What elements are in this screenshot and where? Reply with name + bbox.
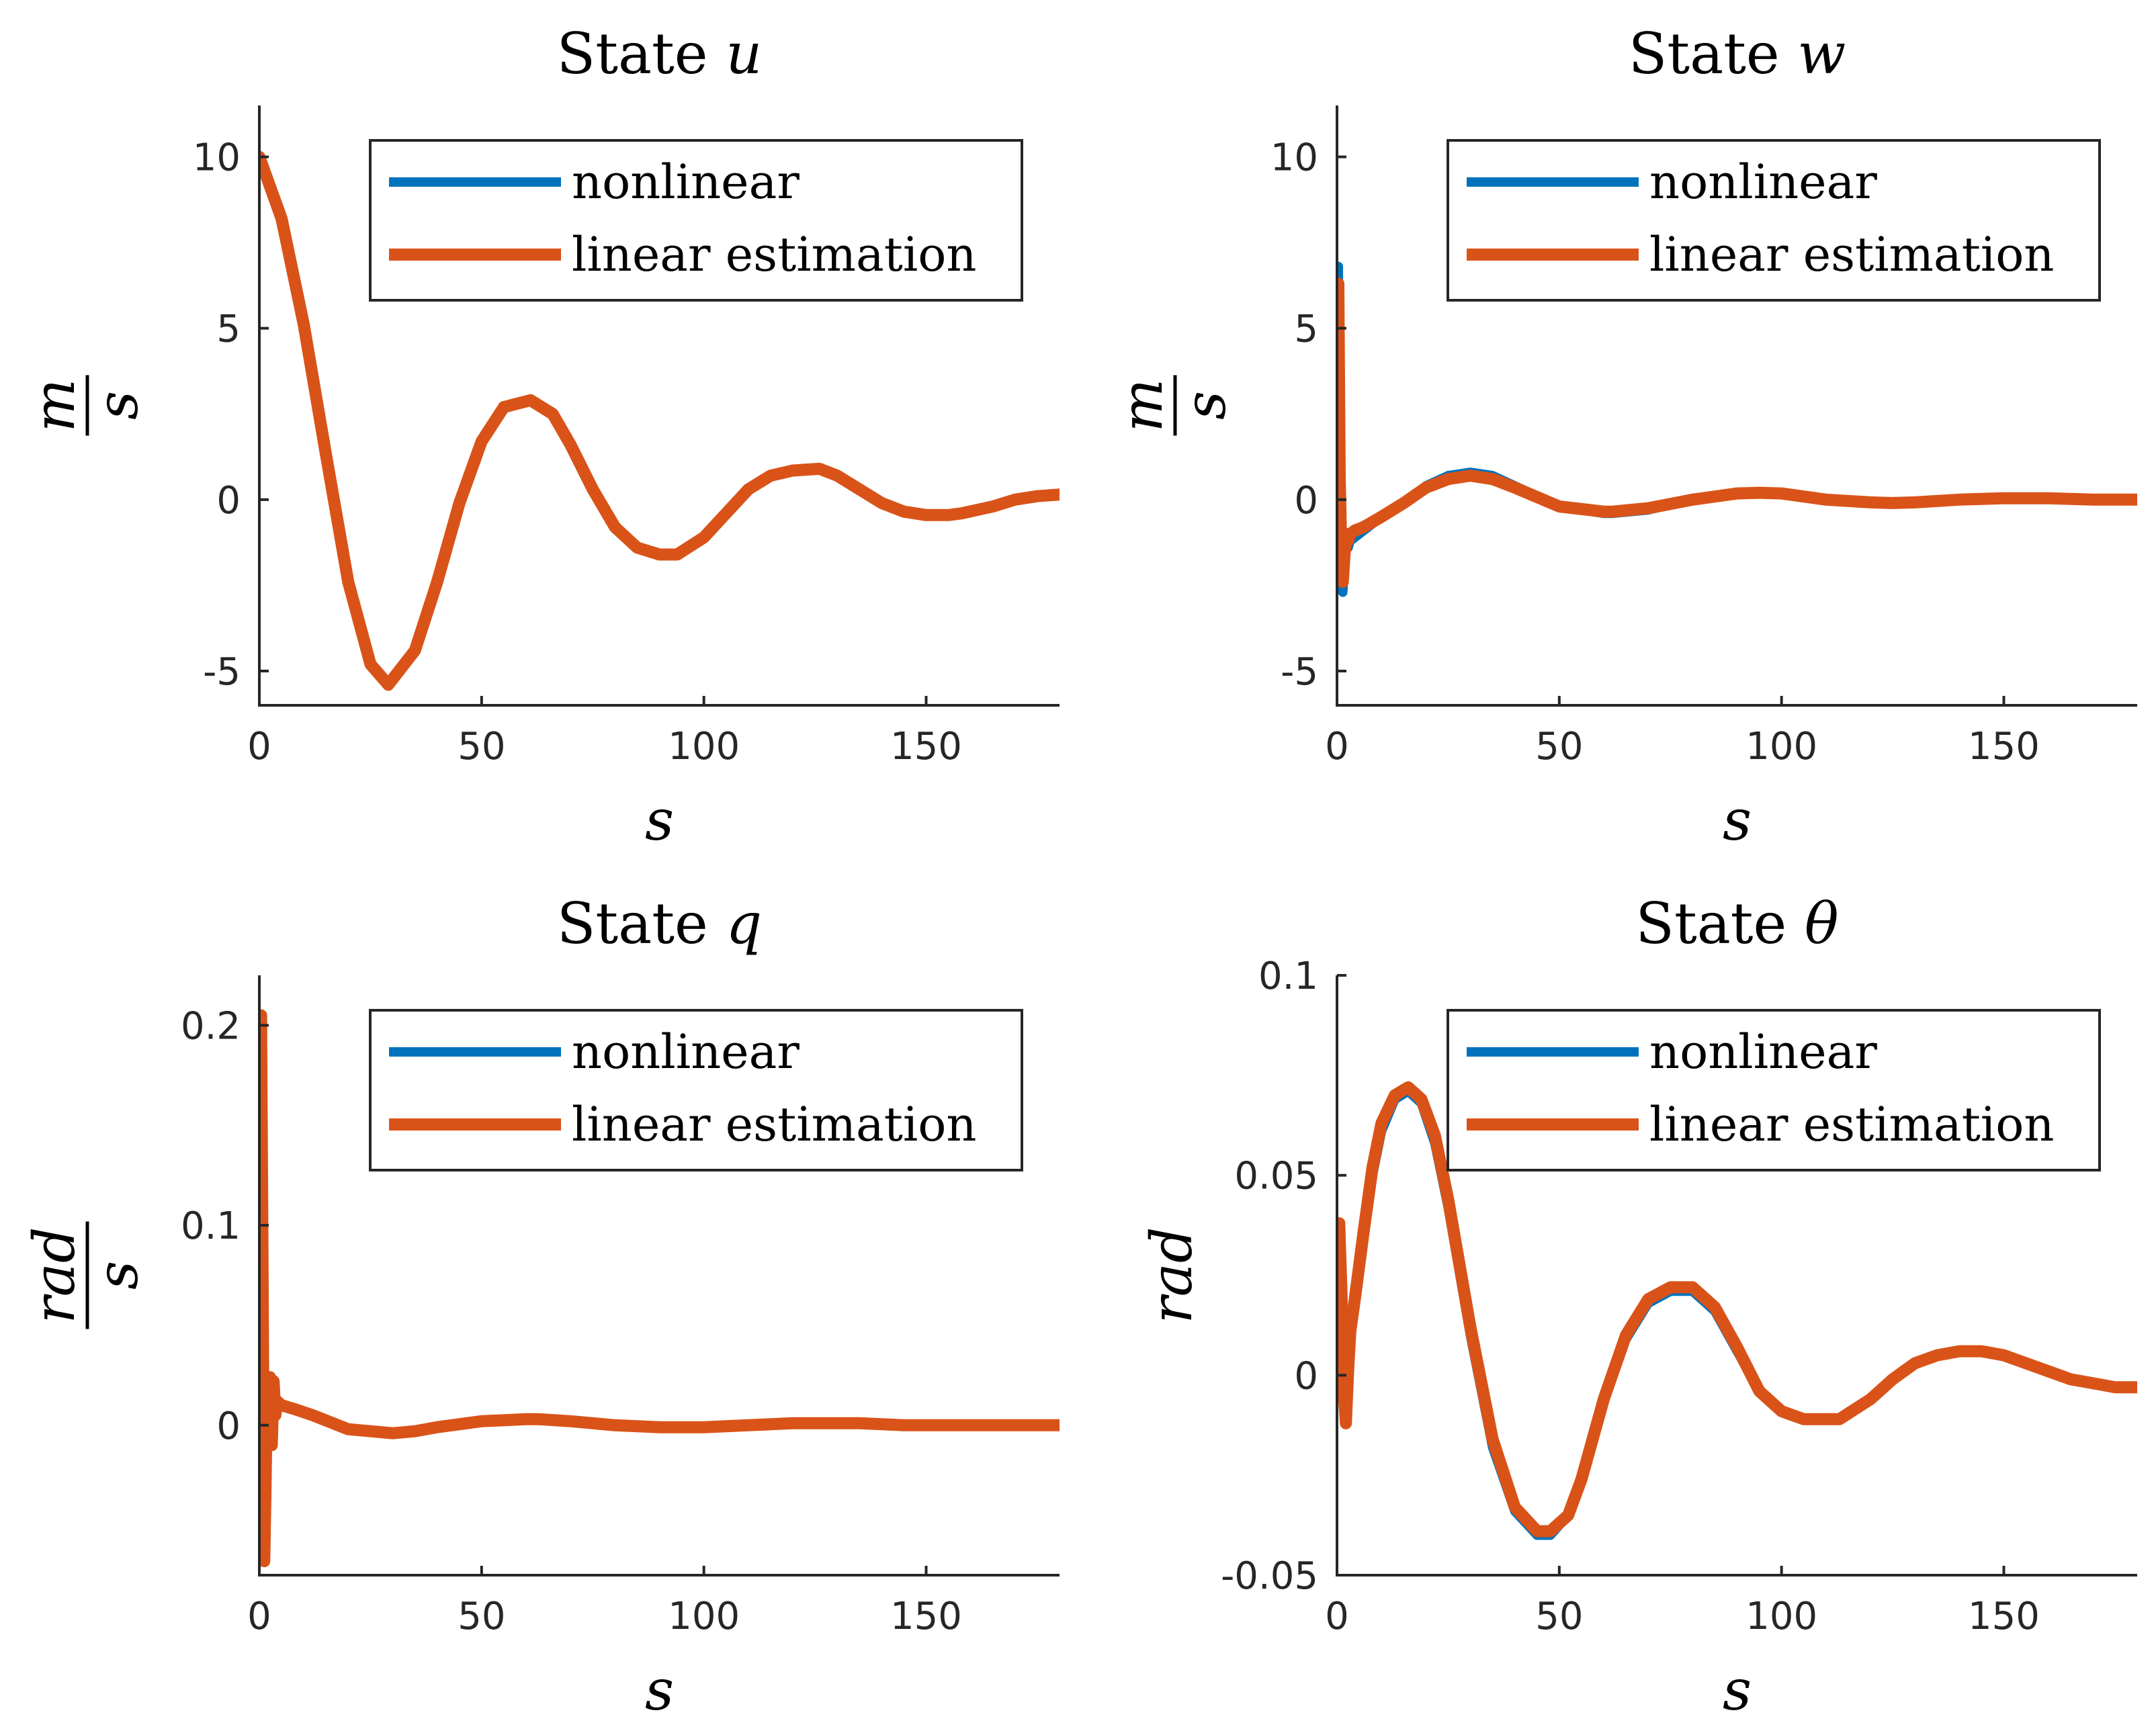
series-line-nonlinear — [1337, 261, 2137, 597]
y-tick-label: 0.2 — [181, 1004, 241, 1048]
x-tick-label: 100 — [668, 1595, 740, 1638]
chart-title-symbol: w — [1797, 21, 1846, 87]
y-tick-label: 5 — [1294, 308, 1318, 351]
series-lines — [1337, 1081, 2137, 1540]
x-tick-label: 50 — [458, 1595, 505, 1638]
y-tick-label: -5 — [203, 650, 241, 694]
x-tick-label: 50 — [1535, 725, 1583, 768]
x-tick-label: 150 — [890, 1595, 962, 1638]
x-tick-label: 50 — [1535, 1595, 1583, 1638]
y-axis-label: ms — [21, 375, 150, 436]
legend-entry: linear estimation — [572, 227, 976, 282]
x-tick-label: 0 — [1325, 725, 1349, 768]
y-label-denominator: s — [1172, 391, 1238, 420]
y-tick-label: 0 — [216, 479, 241, 523]
x-tick-label: 150 — [1968, 1595, 2040, 1638]
x-tick-label: 0 — [1325, 1595, 1349, 1638]
y-tick-label: 0 — [216, 1405, 241, 1448]
chart-title-prefix: State — [1635, 891, 1805, 957]
chart-title: State θ — [1635, 891, 1838, 957]
y-tick-label: 0.1 — [181, 1204, 241, 1248]
chart-title-prefix: State — [557, 891, 726, 957]
x-tick-label: 50 — [458, 725, 505, 768]
legend-box — [369, 1009, 1023, 1171]
legend-box — [1447, 139, 2101, 302]
legend-box — [1447, 1009, 2101, 1171]
x-tick-label: 100 — [1745, 1595, 1817, 1638]
series-lines — [1337, 261, 2137, 597]
y-tick-label: 5 — [216, 308, 241, 351]
x-axis-label: s — [1723, 787, 1752, 853]
y-label-denominator: s — [85, 1261, 150, 1290]
series-lines — [259, 1009, 1060, 1568]
y-label-numerator: rad — [1139, 1227, 1205, 1323]
series-line-linear-estimation — [1337, 277, 2137, 588]
x-tick-label: 150 — [890, 725, 962, 768]
series-lines — [259, 150, 1060, 691]
legend: nonlinear linear estimation — [369, 1009, 1023, 1171]
y-label-numerator: m — [1109, 379, 1175, 433]
legend: nonlinear linear estimation — [1447, 1009, 2101, 1171]
y-tick-label: -5 — [1281, 650, 1318, 694]
x-tick-label: 100 — [668, 725, 740, 768]
chart-title-symbol: u — [726, 21, 762, 87]
legend: nonlinear linear estimation — [369, 139, 1023, 302]
series-line-linear-estimation — [1337, 1081, 2137, 1538]
x-tick-label: 150 — [1968, 725, 2040, 768]
series-line-linear-estimation — [259, 1009, 1060, 1568]
legend-entry: linear estimation — [1649, 1097, 2054, 1152]
y-label-numerator: rad — [21, 1227, 87, 1323]
chart-title-prefix: State — [557, 21, 726, 87]
x-tick-label: 0 — [247, 1595, 271, 1638]
chart-title: State u — [557, 21, 763, 87]
y-tick-label: 0.1 — [1258, 955, 1318, 998]
chart-title: State q — [557, 891, 762, 957]
legend-entry: nonlinear — [1649, 1024, 1877, 1079]
legend-entry: linear estimation — [572, 1097, 976, 1152]
legend: nonlinear linear estimation — [1447, 139, 2101, 302]
x-tick-label: 0 — [247, 725, 271, 768]
series-line-linear-estimation — [259, 150, 1060, 691]
legend-box — [369, 139, 1023, 302]
x-tick-label: 100 — [1745, 725, 1817, 768]
y-axis-label: ms — [1109, 375, 1238, 436]
y-axis-label: rad — [1139, 1227, 1205, 1323]
chart-title-symbol: θ — [1805, 891, 1839, 957]
legend-entry: nonlinear — [572, 1024, 800, 1079]
y-tick-label: -0.05 — [1221, 1554, 1318, 1598]
chart-title: State w — [1629, 21, 1846, 87]
y-tick-label: 0 — [1294, 1354, 1318, 1398]
legend-entry: nonlinear — [572, 154, 800, 210]
legend-entry: linear estimation — [1649, 227, 2054, 282]
x-axis-label: s — [645, 787, 674, 853]
x-axis-label: s — [1723, 1657, 1752, 1723]
legend-entry: nonlinear — [1649, 154, 1877, 210]
x-axis-label: s — [645, 1657, 674, 1723]
y-tick-label: 0 — [1294, 479, 1318, 523]
y-tick-label: 0.05 — [1234, 1155, 1318, 1198]
y-label-denominator: s — [85, 391, 150, 420]
y-tick-label: 10 — [1270, 136, 1318, 180]
chart-title-prefix: State — [1629, 21, 1798, 87]
y-tick-label: 10 — [193, 136, 241, 180]
chart-title-symbol: q — [726, 891, 762, 957]
y-label-numerator: m — [21, 379, 87, 433]
